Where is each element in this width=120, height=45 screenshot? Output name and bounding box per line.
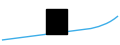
FancyBboxPatch shape: [46, 9, 67, 34]
